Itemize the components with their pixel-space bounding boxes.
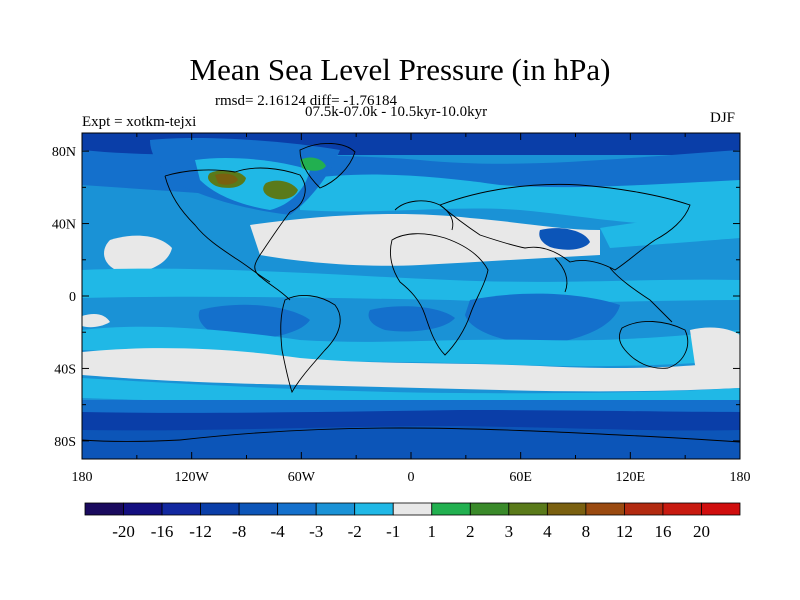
colorbar-swatch <box>546 502 587 516</box>
colorbar-swatch <box>624 502 664 516</box>
colorbar-swatch <box>392 502 433 516</box>
colorbar-swatch <box>315 502 356 516</box>
map-title: Mean Sea Level Pressure (in hPa) <box>189 52 611 87</box>
colorbar-swatch <box>431 502 471 516</box>
colorbar-label: 20 <box>693 522 710 541</box>
colorbar-label: -16 <box>151 522 174 541</box>
colorbar-label: -1 <box>386 522 400 541</box>
y-tick-label: 80S <box>54 435 76 450</box>
colorbar-swatch <box>161 502 201 516</box>
colorbar-label: 3 <box>505 522 514 541</box>
y-tick-label: 0 <box>69 290 76 305</box>
y-tick-label: 80N <box>52 145 76 160</box>
x-tick-label: 180 <box>72 470 93 485</box>
colorbar-swatch <box>469 502 510 516</box>
colorbar-label: -8 <box>232 522 246 541</box>
colorbar-swatch <box>701 502 741 516</box>
x-tick-label: 180 <box>730 470 751 485</box>
y-tick-label: 40S <box>54 362 76 377</box>
season-label: DJF <box>710 110 736 126</box>
axis-ticks: 180 120W 60W 0 60E 120E 180 80N 40N 0 40S 80S <box>52 133 751 485</box>
period-label: 07.5k-07.0k - 10.5kyr-10.0kyr <box>305 104 488 120</box>
x-tick-label: 120W <box>175 470 210 485</box>
pressure-field <box>82 133 740 459</box>
colorbar-swatch <box>508 502 548 516</box>
colorbar-swatch <box>662 502 702 516</box>
coastlines <box>82 143 740 443</box>
colorbar-label: -3 <box>309 522 323 541</box>
colorbar-label: -2 <box>348 522 362 541</box>
y-tick-label: 40N <box>52 218 76 233</box>
colorbar-label: 1 <box>428 522 437 541</box>
experiment-label: Expt = xotkm-tejxi <box>82 114 197 130</box>
colorbar-label: 8 <box>582 522 591 541</box>
colorbar-label: 4 <box>543 522 552 541</box>
colorbar-swatch <box>238 502 279 516</box>
x-tick-label: 60W <box>288 470 316 485</box>
colorbar-swatch <box>277 502 317 516</box>
rmsd-label: rmsd= 2.16124 diff= -1.76184 <box>215 93 398 109</box>
colorbar-label: -4 <box>271 522 286 541</box>
colorbar-swatch <box>585 502 625 516</box>
colorbar-swatch <box>200 502 240 516</box>
colorbar-label: 12 <box>616 522 633 541</box>
x-tick-label: 60E <box>509 470 532 485</box>
colorbar: -20 -16 -12 -8 -4 -3 -2 -1 1 2 3 4 8 12 16 20 <box>84 502 741 541</box>
colorbar-swatch <box>84 502 124 516</box>
colorbar-label: 16 <box>654 522 671 541</box>
x-tick-label: 0 <box>408 470 415 485</box>
colorbar-label: -12 <box>189 522 212 541</box>
colorbar-label: -20 <box>112 522 135 541</box>
colorbar-label: 2 <box>466 522 475 541</box>
colorbar-swatch <box>123 502 163 516</box>
colorbar-swatch <box>354 502 394 516</box>
x-tick-label: 120E <box>616 470 646 485</box>
